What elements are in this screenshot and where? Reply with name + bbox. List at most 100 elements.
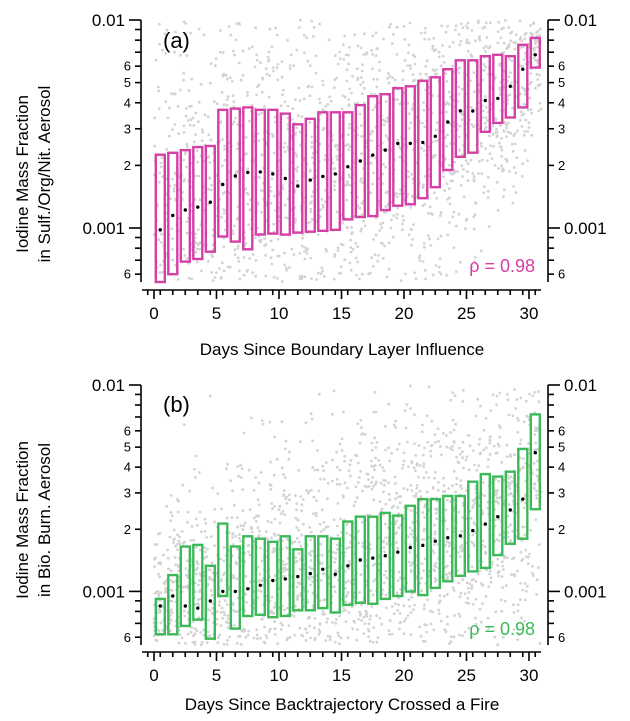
scatter-point	[288, 450, 291, 454]
scatter-point	[226, 617, 230, 620]
scatter-point	[374, 233, 378, 237]
scatter-point	[170, 599, 174, 603]
scatter-point	[451, 444, 454, 448]
scatter-point	[285, 546, 289, 550]
scatter-point	[218, 267, 221, 270]
scatter-point	[501, 586, 505, 589]
scatter-point	[202, 633, 206, 637]
scatter-point	[305, 36, 309, 40]
scatter-point	[323, 127, 326, 130]
scatter-point	[526, 562, 530, 566]
scatter-point	[494, 499, 497, 503]
scatter-point	[253, 65, 257, 69]
scatter-point	[344, 144, 348, 148]
y-tick-label: 4	[124, 460, 131, 475]
scatter-point	[395, 448, 399, 451]
box-mark	[404, 504, 416, 593]
y-tick-label: 2	[558, 158, 565, 173]
scatter-point	[448, 187, 451, 191]
scatter-point	[507, 493, 510, 497]
box-mark	[329, 111, 341, 232]
scatter-point	[395, 491, 398, 495]
scatter-point	[449, 431, 452, 434]
scatter-point	[398, 192, 402, 196]
scatter-point	[433, 476, 436, 480]
scatter-point	[441, 490, 445, 493]
scatter-point	[309, 553, 312, 557]
scatter-point	[422, 453, 425, 457]
scatter-point	[220, 91, 224, 94]
scatter-point	[285, 266, 288, 270]
scatter-point	[366, 628, 370, 631]
scatter-point	[198, 247, 201, 251]
scatter-point	[388, 619, 392, 622]
scatter-point	[176, 510, 180, 514]
scatter-point	[236, 547, 239, 551]
scatter-point	[294, 516, 298, 520]
scatter-point	[520, 125, 524, 128]
box-mark	[529, 36, 541, 69]
scatter-point	[170, 611, 174, 614]
scatter-point	[159, 241, 163, 244]
scatter-point	[470, 565, 474, 569]
scatter-point	[387, 81, 391, 85]
scatter-point	[310, 488, 313, 492]
median-marker	[221, 182, 225, 187]
scatter-point	[454, 422, 457, 426]
scatter-point	[479, 620, 483, 624]
scatter-point	[308, 94, 312, 98]
scatter-point	[232, 576, 235, 580]
scatter-point	[268, 74, 272, 77]
scatter-point	[520, 39, 524, 43]
scatter-point	[254, 274, 257, 278]
scatter-point	[166, 116, 170, 120]
scatter-point	[362, 219, 365, 223]
scatter-point	[401, 78, 405, 81]
scatter-point	[257, 534, 261, 537]
scatter-point	[321, 572, 325, 576]
scatter-point	[516, 430, 520, 434]
box-mark	[492, 53, 504, 125]
scatter-point	[435, 197, 439, 200]
scatter-point	[337, 634, 341, 638]
box-mark	[317, 111, 329, 233]
scatter-point	[439, 234, 443, 238]
scatter-point	[210, 253, 214, 256]
scatter-point	[232, 120, 236, 124]
scatter-point	[398, 621, 402, 625]
scatter-point	[410, 569, 413, 572]
scatter-point	[507, 477, 511, 480]
scatter-point	[207, 260, 210, 263]
scatter-point	[163, 32, 167, 36]
scatter-point	[457, 32, 461, 36]
scatter-point	[444, 519, 447, 523]
scatter-point	[469, 79, 472, 83]
median-marker	[271, 172, 275, 176]
scatter-point	[273, 505, 276, 508]
scatter-point	[256, 201, 260, 205]
scatter-point	[342, 58, 346, 61]
scatter-point	[220, 215, 223, 219]
x-tick-label: 20	[395, 304, 414, 323]
scatter-point	[371, 67, 374, 71]
y-tick-label: 5	[558, 75, 565, 90]
scatter-point	[432, 536, 436, 540]
scatter-point	[384, 593, 388, 597]
scatter-point	[283, 251, 286, 255]
y-tick-label: 4	[558, 460, 565, 475]
box-mark	[304, 117, 316, 233]
scatter-point	[512, 185, 515, 188]
scatter-point	[424, 65, 428, 68]
scatter-point	[368, 547, 372, 551]
scatter-point	[347, 98, 350, 101]
scatter-point	[525, 589, 528, 593]
scatter-point	[303, 257, 307, 261]
scatter-point	[508, 482, 512, 485]
median-marker	[446, 120, 450, 124]
x-tick-label: 15	[332, 304, 351, 323]
scatter-point	[533, 429, 537, 432]
scatter-point	[482, 46, 486, 50]
scatter-point	[218, 633, 222, 637]
y-axis-label-line-1: Iodine Mass Fraction	[13, 441, 32, 599]
scatter-point	[500, 137, 503, 140]
